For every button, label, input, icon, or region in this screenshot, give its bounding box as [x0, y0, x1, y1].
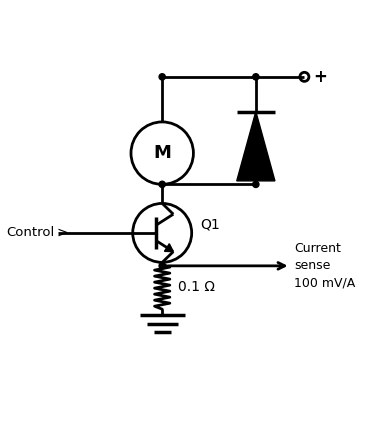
Text: Current
sense
100 mV/A: Current sense 100 mV/A — [294, 243, 355, 289]
Circle shape — [159, 74, 165, 80]
Text: Control: Control — [6, 227, 55, 239]
Circle shape — [159, 263, 165, 269]
Circle shape — [253, 181, 259, 187]
Text: +: + — [313, 68, 327, 86]
Text: M: M — [153, 144, 171, 162]
Circle shape — [159, 181, 165, 187]
Text: >: > — [56, 226, 68, 240]
Text: Q1: Q1 — [200, 217, 220, 231]
Polygon shape — [237, 112, 275, 181]
Polygon shape — [165, 244, 173, 251]
Text: 0.1 Ω: 0.1 Ω — [178, 279, 215, 294]
Circle shape — [253, 74, 259, 80]
